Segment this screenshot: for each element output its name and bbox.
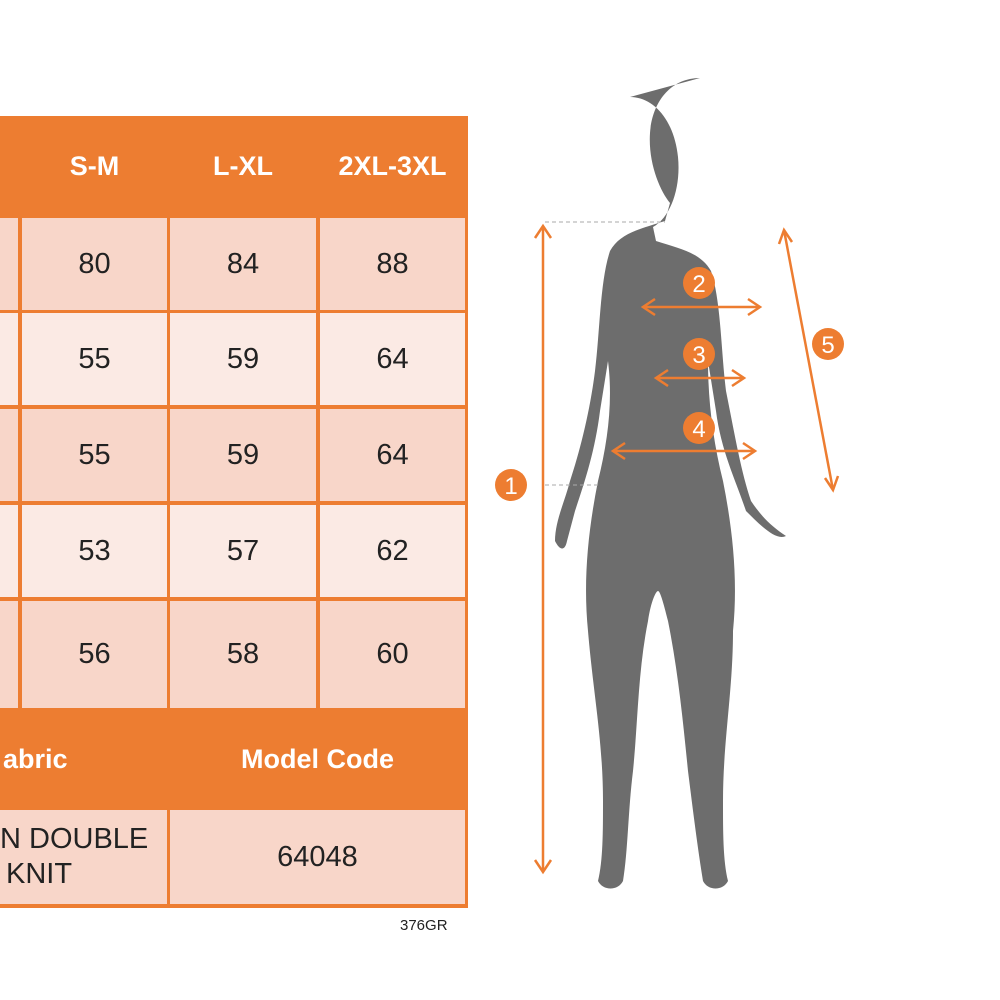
size-header-l-xl: L-XL	[213, 151, 273, 182]
marker-3-label: 3	[692, 342, 705, 369]
guide-lines	[545, 221, 665, 486]
measurement-arrows	[533, 223, 840, 875]
woman-silhouette	[555, 78, 786, 889]
measurement-markers: 1 2 3 4 5	[495, 267, 844, 501]
table-cell: 64	[320, 313, 465, 405]
model-code-header: Model Code	[241, 744, 394, 775]
row-label-cell	[0, 409, 18, 501]
table-cell: 62	[320, 505, 465, 597]
marker-3	[683, 338, 715, 370]
row-label-cell	[0, 601, 18, 708]
table-cell: 84	[170, 218, 316, 310]
table-cell: 53	[22, 505, 167, 597]
size-header-2xl-3xl: 2XL-3XL	[338, 151, 447, 182]
table-cell: 57	[170, 505, 316, 597]
fabric-value: N DOUBLE KNIT	[0, 810, 167, 904]
marker-4	[683, 412, 715, 444]
row-label-cell	[0, 218, 18, 310]
marker-2-label: 2	[692, 271, 705, 298]
row-label-cell	[0, 505, 18, 597]
size-header-s-m: S-M	[69, 151, 120, 182]
sleeve-arrow	[782, 229, 835, 491]
table-cell: 59	[170, 409, 316, 501]
row-label-cell	[0, 313, 18, 405]
table-cell: 80	[22, 218, 167, 310]
fabric-line-1: N DOUBLE	[0, 823, 149, 856]
table-cell: 60	[320, 601, 465, 708]
table-cell: 56	[22, 601, 167, 708]
table-cell: 88	[320, 218, 465, 310]
table-cell: 64	[320, 409, 465, 501]
table-cell: 58	[170, 601, 316, 708]
marker-5	[812, 328, 844, 360]
marker-5-label: 5	[821, 332, 834, 359]
table-cell: 59	[170, 313, 316, 405]
fabric-header: abric	[3, 744, 68, 775]
table-cell: 55	[22, 313, 167, 405]
product-code: 376GR	[400, 917, 448, 934]
marker-4-label: 4	[692, 416, 705, 443]
marker-1-label: 1	[504, 473, 517, 500]
size-table: S-M L-XL 2XL-3XL 80 84 88 55 59 64 55 59 64 53 57 6…	[0, 116, 468, 908]
model-code-value: 64048	[170, 810, 465, 904]
body-measurement-figure: 1 2 3 4 5	[495, 78, 844, 889]
marker-1	[495, 469, 527, 501]
table-cell: 55	[22, 409, 167, 501]
marker-2	[683, 267, 715, 299]
fabric-line-2: KNIT	[6, 858, 73, 890]
